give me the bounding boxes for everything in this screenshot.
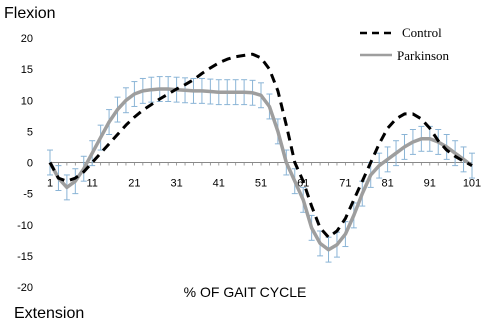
y-tick-label: -10 <box>17 220 33 232</box>
x-tick-label: 1 <box>47 178 53 190</box>
x-axis-title: % OF GAIT CYCLE <box>184 284 307 300</box>
y-tick-label: 10 <box>21 95 33 107</box>
x-tick-label: 41 <box>213 178 225 190</box>
x-tick-label: 21 <box>128 178 140 190</box>
x-tick-label: 101 <box>463 178 481 190</box>
series-line-parkinson <box>48 87 474 252</box>
series-line-control <box>48 52 473 239</box>
y-tick-label: 15 <box>21 64 33 76</box>
x-tick-label: 11 <box>86 178 97 190</box>
legend-label-parkinson: Parkinson <box>397 48 450 63</box>
x-axis: 1 11 21 31 41 51 61 71 81 91 101 <box>47 162 481 190</box>
y-axis-title-flexion: Flexion <box>4 5 56 22</box>
y-tick-label: -20 <box>17 282 33 294</box>
y-tick-label: 20 <box>21 33 33 45</box>
x-tick-label: 31 <box>170 178 182 190</box>
y-tick-label: 5 <box>27 126 33 138</box>
x-tick-label: 91 <box>424 178 436 190</box>
x-tick-label: 71 <box>339 178 351 190</box>
y-tick-label: -15 <box>17 251 33 263</box>
legend-label-control: Control <box>402 25 442 40</box>
y-axis-title-extension: Extension <box>14 305 84 322</box>
plot-area <box>47 52 475 263</box>
y-axis: 20 15 10 5 0 -5 -10 -15 -20 <box>17 33 33 294</box>
x-tick-label: 51 <box>255 178 267 190</box>
y-tick-label: -5 <box>23 189 33 201</box>
y-tick-label: 0 <box>27 158 33 170</box>
x-tick-label: 81 <box>381 178 393 190</box>
legend: Control Parkinson <box>360 25 450 63</box>
x-tick-label: 61 <box>297 178 309 190</box>
